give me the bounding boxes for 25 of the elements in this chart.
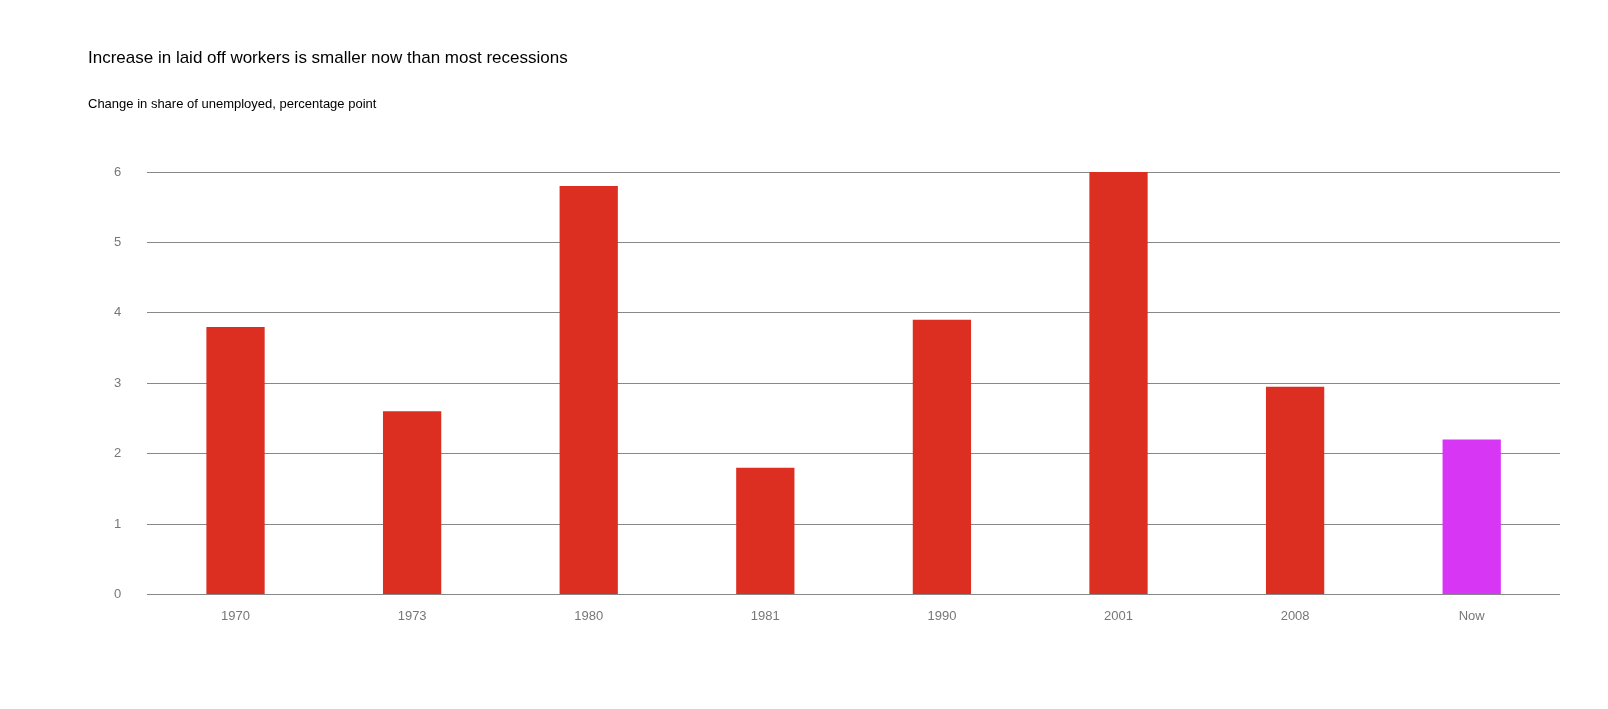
x-tick-label: 1970 [221,607,250,623]
y-tick-label: 5 [114,233,122,249]
bar [1442,439,1501,594]
chart-subtitle: Change in share of unemployed, percentage point [88,95,377,111]
y-tick-label: 2 [114,445,122,461]
x-tick-label: 1990 [927,607,957,623]
x-tick-label: 2008 [1280,607,1310,623]
bar [912,319,972,594]
bar [206,326,265,594]
y-tick-label: 1 [114,515,122,531]
y-tick-label: 0 [114,585,122,601]
x-tick-label: 1973 [397,607,427,623]
x-tick-label: 1980 [574,607,604,623]
y-tick-label: 4 [114,304,122,320]
y-tick-label: 3 [114,374,122,390]
bar [559,186,618,594]
bar [1265,386,1325,594]
x-tick-label: 1981 [750,607,780,623]
bar [382,411,442,594]
x-tick-label: Now [1458,607,1486,623]
x-tick-label: 2001 [1104,607,1133,623]
chart-title: Increase in laid off workers is smaller now than most recessions [88,47,568,67]
bar [736,467,795,594]
bar [1089,172,1148,594]
y-tick-label: 6 [114,163,122,179]
